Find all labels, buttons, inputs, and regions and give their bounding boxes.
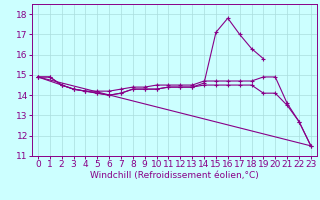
X-axis label: Windchill (Refroidissement éolien,°C): Windchill (Refroidissement éolien,°C) — [90, 171, 259, 180]
